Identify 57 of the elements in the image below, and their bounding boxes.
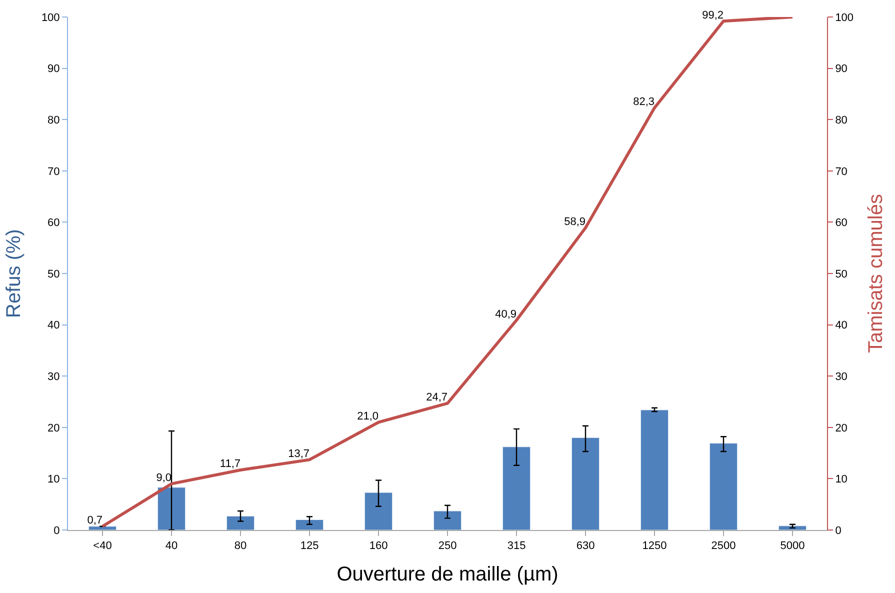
y2-tick-label: 100	[835, 12, 854, 24]
y-tick-label: 30	[48, 370, 60, 383]
y-tick-label: 70	[48, 166, 60, 178]
y-tick-label: 0	[54, 524, 60, 537]
data-label: 40,9	[495, 308, 516, 320]
y-tick-label: 10	[48, 474, 60, 486]
y-tick-label: 90	[48, 63, 60, 76]
y-tick-label: 40	[48, 320, 60, 332]
data-label: 82,3	[633, 96, 654, 108]
bar	[226, 516, 255, 530]
y2-axis-title: Tamisats cumulés	[865, 194, 888, 353]
bar	[88, 526, 117, 530]
y2-tick-label: 60	[835, 217, 848, 230]
data-label: 0,7	[87, 514, 102, 527]
bar	[364, 492, 393, 530]
x-tick-label: 160	[369, 540, 388, 552]
y2-tick-label: 90	[835, 63, 848, 76]
data-label: 24,7	[426, 392, 448, 404]
y2-tick-label: 30	[835, 370, 848, 383]
data-label: 99,2	[702, 9, 724, 22]
y2-tick-label: 0	[835, 524, 842, 537]
x-tick-label: 250	[438, 540, 457, 552]
y-tick-label: 80	[48, 114, 60, 126]
bar	[295, 519, 324, 530]
data-label: 58,9	[564, 216, 586, 228]
data-label: 21,0	[357, 410, 378, 423]
y2-tick-label: 20	[835, 422, 848, 434]
y-tick-label: 60	[48, 217, 60, 230]
x-tick-label: 2500	[711, 540, 736, 552]
x-tick-label: <40	[93, 540, 112, 552]
data-label: 13,7	[288, 448, 310, 460]
y2-tick-label: 80	[835, 114, 848, 126]
x-tick-label: 315	[507, 540, 526, 552]
bar	[433, 510, 462, 530]
x-tick-label: 80	[234, 540, 247, 552]
bar	[709, 443, 738, 530]
x-tick-label: 5000	[780, 540, 805, 552]
x-tick-label: 1250	[642, 540, 667, 552]
y2-tick-label: 50	[835, 268, 848, 280]
bar	[778, 526, 807, 530]
y-axis-title: Refus (%)	[2, 229, 25, 318]
y2-tick-label: 10	[835, 474, 848, 486]
y-tick-label: 20	[48, 422, 60, 434]
data-label: 11,7	[220, 458, 240, 470]
y-tick-label: 100	[41, 12, 60, 24]
x-tick-label: 125	[300, 540, 319, 552]
bar	[571, 437, 600, 530]
y-tick-label: 50	[48, 268, 60, 280]
x-tick-label: 40	[165, 540, 178, 552]
bar	[640, 410, 669, 530]
y2-tick-label: 40	[835, 320, 848, 332]
x-tick-label: 630	[576, 540, 595, 552]
data-label: 9,0	[156, 472, 172, 484]
bar	[157, 487, 186, 530]
x-axis-title: Ouverture de maille (µm)	[336, 564, 558, 586]
y2-tick-label: 70	[835, 166, 848, 178]
bar	[502, 446, 531, 530]
